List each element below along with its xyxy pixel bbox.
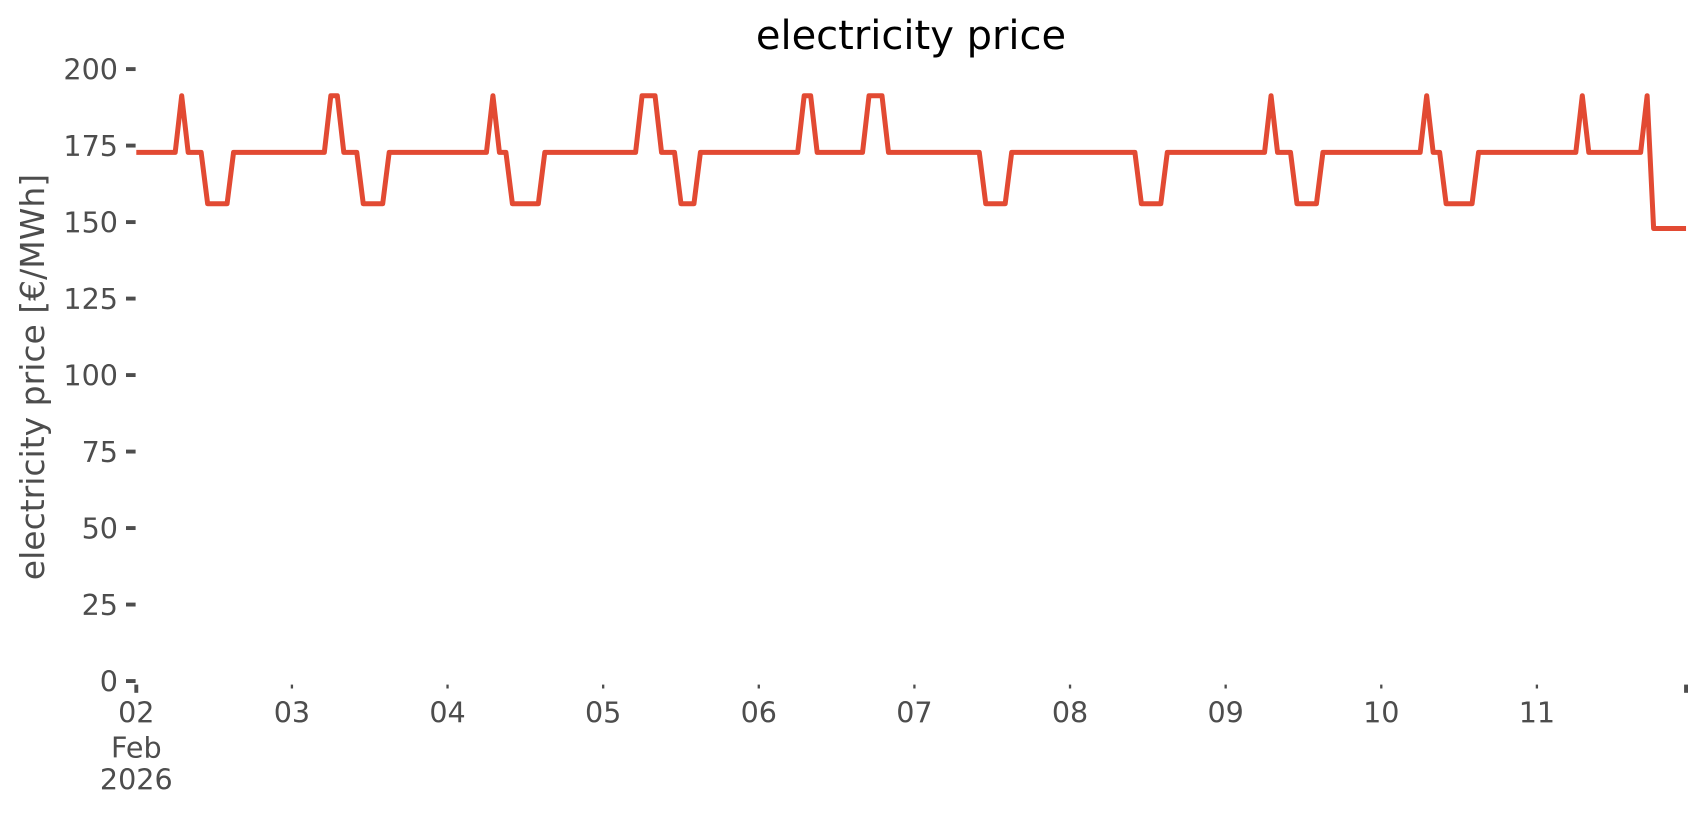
- x-tick-label: 04: [429, 695, 465, 729]
- y-axis-ticks: 0 25 50 75 100 125 150 175 200: [63, 53, 136, 698]
- y-tick-label: 100: [63, 358, 118, 392]
- y-tick-label: 50: [82, 511, 118, 545]
- x-tick-sublabel: Feb: [111, 731, 162, 765]
- y-tick-mark: [126, 67, 136, 72]
- y-tick-mark: [126, 373, 136, 378]
- x-tick-mark: [1535, 684, 1539, 689]
- y-axis-label: electricity price [€/MWh]: [13, 174, 52, 580]
- x-tick-mark: [1380, 684, 1383, 689]
- x-tick-mark: [1068, 684, 1072, 689]
- y-tick-label: 200: [63, 53, 118, 87]
- y-tick-mark: [126, 296, 136, 301]
- y-tick-mark: [126, 449, 136, 454]
- x-tick-mark: [1224, 684, 1227, 689]
- x-tick-label: 11: [1519, 695, 1555, 729]
- y-tick-label: 125: [63, 282, 118, 316]
- y-tick-mark: [126, 679, 136, 683]
- x-tick-label: 08: [1052, 695, 1088, 729]
- y-tick-label: 25: [82, 588, 118, 622]
- y-tick-mark: [126, 526, 136, 531]
- x-tick-mark: [757, 684, 760, 689]
- y-tick-label: 175: [63, 129, 118, 163]
- x-tick-label: 07: [896, 695, 932, 729]
- x-tick-label: 10: [1363, 695, 1399, 729]
- x-tick-mark: [913, 684, 916, 689]
- x-tick-mark: [134, 684, 139, 693]
- x-tick-label: 05: [585, 695, 621, 729]
- y-tick-label: 0: [100, 664, 118, 698]
- x-tick-mark: [602, 684, 605, 689]
- x-tick-label: 06: [741, 695, 777, 729]
- y-tick-mark: [126, 220, 136, 225]
- price-series-line: [136, 93, 1687, 232]
- x-tick-sublabel: 2026: [100, 762, 173, 796]
- y-tick-label: 150: [63, 205, 118, 239]
- chart-title: electricity price: [756, 13, 1066, 59]
- x-tick-label: 09: [1207, 695, 1243, 729]
- x-tick-label: 03: [274, 695, 310, 729]
- y-tick-mark: [126, 143, 136, 148]
- y-tick-label: 75: [82, 435, 118, 469]
- y-tick-mark: [126, 602, 136, 607]
- x-tick-label: 02: [118, 695, 154, 729]
- x-tick-mark: [290, 684, 294, 689]
- x-tick-mark: [446, 684, 449, 689]
- x-tick-mark: [1684, 684, 1688, 693]
